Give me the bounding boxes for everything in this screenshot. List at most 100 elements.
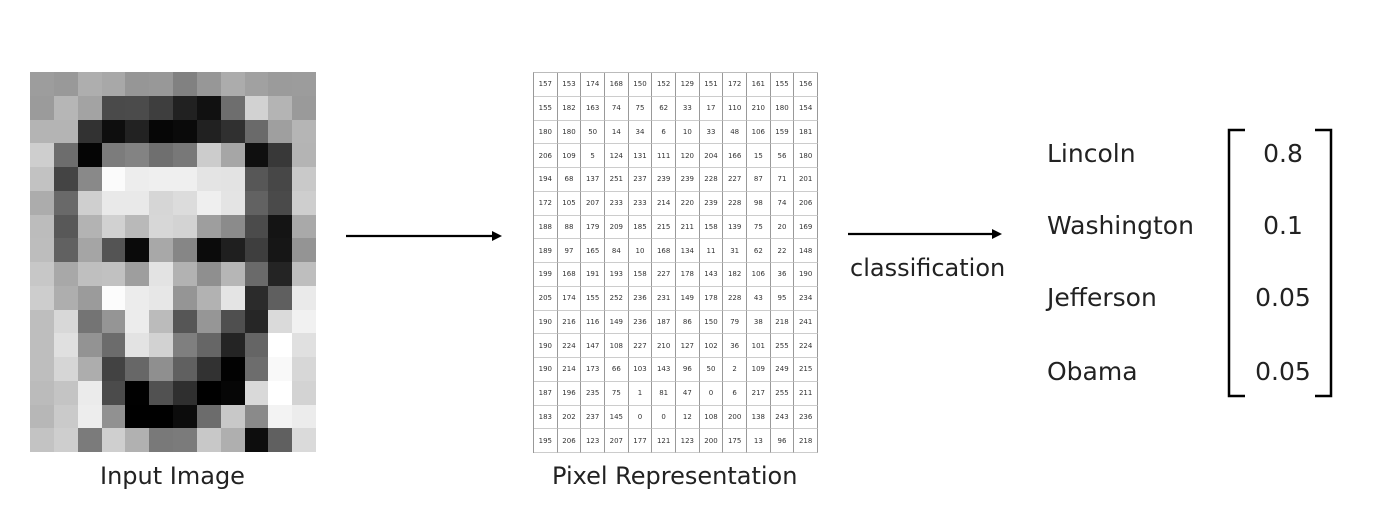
pixel-value-cell: 106 xyxy=(746,263,771,287)
pixel-value-cell: 190 xyxy=(794,263,818,287)
pixel xyxy=(101,190,126,215)
pixel-value-cell: 156 xyxy=(794,73,818,97)
pixel xyxy=(173,380,197,405)
pixel xyxy=(101,238,126,262)
pixel xyxy=(149,95,173,120)
probability-value-washington: 0.1 xyxy=(1263,211,1303,240)
pixel xyxy=(292,238,316,262)
pixel-value-cell: 74 xyxy=(604,96,629,121)
pixel xyxy=(125,262,150,286)
pixel xyxy=(30,380,54,405)
pixel-value-cell: 75 xyxy=(628,96,653,121)
pixel-value-cell: 129 xyxy=(675,73,700,97)
pixel xyxy=(292,167,316,191)
pixel xyxy=(149,119,173,144)
pixel-value-cell: 187 xyxy=(534,381,558,406)
pixel xyxy=(53,428,78,452)
pixel xyxy=(244,190,269,215)
pixel xyxy=(220,333,245,357)
pixel xyxy=(77,238,102,262)
pixel-value-cell: 206 xyxy=(794,191,818,216)
pixel xyxy=(77,119,102,144)
pixel-value-cell: 211 xyxy=(675,215,700,240)
pixel-value-cell: 163 xyxy=(581,96,605,121)
pixel xyxy=(173,143,197,167)
pixel xyxy=(30,238,54,262)
pixel-value-cell: 180 xyxy=(770,96,795,121)
pixel-value-cell: 220 xyxy=(675,191,700,216)
pixel-value-cell: 239 xyxy=(699,191,724,216)
pixel-value-cell: 166 xyxy=(723,144,747,168)
pixel xyxy=(196,380,221,405)
pixel-value-cell: 196 xyxy=(557,381,582,406)
pixel xyxy=(173,119,197,144)
pixel xyxy=(101,119,126,144)
pixel-value-cell: 182 xyxy=(723,263,747,287)
pixel-value-cell: 36 xyxy=(770,263,795,287)
pixel-value-cell: 102 xyxy=(699,334,724,358)
pixel-value-cell: 71 xyxy=(770,168,795,192)
pixel xyxy=(244,333,269,357)
pixel xyxy=(196,167,221,191)
pixel-value-cell: 62 xyxy=(746,239,771,263)
pixel xyxy=(268,309,293,334)
pixel-value-cell: 239 xyxy=(675,168,700,192)
pixel-value-cell: 159 xyxy=(770,120,795,145)
pixel-value-cell: 145 xyxy=(604,405,629,430)
pixel xyxy=(173,333,197,357)
pixel-value-cell: 87 xyxy=(746,168,771,192)
pixel xyxy=(101,262,126,286)
pixel xyxy=(220,95,245,120)
pixel xyxy=(173,95,197,120)
pixel-value-cell: 155 xyxy=(534,96,558,121)
pixel xyxy=(149,357,173,381)
classification-label: classification xyxy=(850,254,1006,282)
pixel-value-cell: 155 xyxy=(770,73,795,97)
probability-value-lincoln: 0.8 xyxy=(1263,139,1303,168)
pixel xyxy=(77,143,102,167)
pixel-value-cell: 241 xyxy=(794,310,818,335)
pixel xyxy=(268,428,293,452)
pixel xyxy=(196,357,221,381)
pixel xyxy=(196,404,221,429)
pixel-value-cell: 155 xyxy=(581,286,605,311)
pixel xyxy=(125,95,150,120)
pixel-value-cell: 177 xyxy=(628,429,653,453)
pixel-value-cell: 233 xyxy=(628,191,653,216)
pixel xyxy=(125,357,150,381)
pixel xyxy=(292,285,316,310)
probability-value-jefferson: 0.05 xyxy=(1255,283,1311,312)
pixel-value-cell: 6 xyxy=(652,120,676,145)
pixel xyxy=(244,119,269,144)
pixel-value-cell: 173 xyxy=(581,358,605,382)
class-label-obama: Obama xyxy=(1047,357,1138,386)
pixel-value-cell: 154 xyxy=(794,96,818,121)
pixel-value-cell: 33 xyxy=(699,120,724,145)
pixel xyxy=(101,143,126,167)
pixel xyxy=(268,95,293,120)
pixel xyxy=(101,428,126,452)
pixel-value-cell: 47 xyxy=(675,381,700,406)
pixel-value-cell: 103 xyxy=(628,358,653,382)
pixel-value-cell: 185 xyxy=(628,215,653,240)
pixel xyxy=(77,190,102,215)
pixel-value-cell: 96 xyxy=(675,358,700,382)
pixel-value-cell: 33 xyxy=(675,96,700,121)
pixel xyxy=(149,214,173,239)
pixel xyxy=(30,285,54,310)
pixel xyxy=(244,214,269,239)
pixel-value-cell: 79 xyxy=(723,310,747,335)
pixel-value-cell: 36 xyxy=(723,334,747,358)
pixel xyxy=(173,309,197,334)
pixel-value-cell: 190 xyxy=(534,358,558,382)
pixel xyxy=(292,357,316,381)
pixel-value-cell: 13 xyxy=(746,429,771,453)
pixel xyxy=(292,119,316,144)
pixel-value-cell: 10 xyxy=(628,239,653,263)
pixel-value-cell: 110 xyxy=(723,96,747,121)
pixel-value-cell: 56 xyxy=(770,144,795,168)
pixel-value-cell: 227 xyxy=(723,168,747,192)
pixel-value-cell: 188 xyxy=(534,215,558,240)
pixel-value-cell: 120 xyxy=(675,144,700,168)
pixel-value-cell: 98 xyxy=(746,191,771,216)
